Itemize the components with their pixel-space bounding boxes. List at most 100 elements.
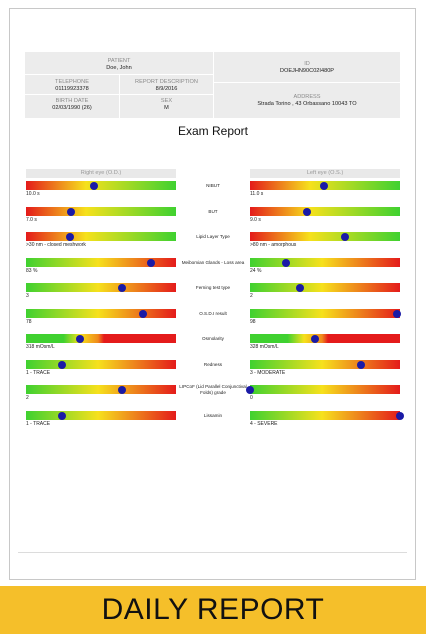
gauge-marker: [393, 309, 401, 318]
left-eye-value: 0: [250, 395, 253, 401]
left-eye-value: 24 %: [250, 268, 262, 274]
left-eye-gauge: [250, 309, 401, 318]
left-eye-value: 3 - MODERATE: [250, 370, 286, 376]
right-eye-value: 10.0 s: [26, 191, 40, 197]
exam-row-label: Meibomian Glands - Loss area: [181, 260, 245, 265]
exam-row-label: Lissamin: [203, 413, 223, 418]
right-eye-gauge: [26, 232, 176, 241]
left-eye-value: 98: [250, 319, 256, 325]
sex-cell: SEX M: [120, 98, 213, 112]
info-divider: [25, 74, 213, 75]
footer-divider: [18, 552, 407, 553]
right-eye-gauge: [26, 411, 176, 420]
gauge-marker: [89, 181, 98, 190]
right-eye-value: 83 %: [26, 268, 38, 274]
gauge-marker: [139, 309, 147, 318]
gauge-marker: [58, 411, 66, 420]
left-eye-gauge: [250, 258, 400, 267]
right-eye-header: Right eye (O.D.): [26, 169, 176, 178]
birth-date-cell: BIRTH DATE 02/03/1990 (26): [25, 98, 119, 112]
telephone-value: 01119923378: [55, 86, 89, 92]
right-eye-value: 78: [26, 319, 32, 325]
report-description-label: REPORT DESCRIPTION: [135, 79, 198, 85]
left-eye-value: >80 nm - amorphous: [250, 242, 297, 248]
exam-row-label: O.S.D.I result: [199, 311, 227, 316]
right-eye-value: 2: [26, 395, 29, 401]
gauge-marker: [303, 207, 311, 216]
exam-row-label: Lipid Layer Type: [196, 234, 230, 239]
info-divider: [25, 94, 213, 95]
left-eye-value: 328 mOsm/L: [250, 344, 279, 350]
gauge-marker: [118, 283, 126, 292]
right-eye-gauge: [26, 181, 176, 190]
right-eye-value: 1 - TRACE: [26, 421, 51, 427]
left-eye-gauge: [250, 207, 400, 216]
gauge-marker: [146, 258, 155, 267]
exam-row-label: BUT: [208, 209, 218, 214]
right-eye-gauge: [26, 385, 176, 394]
gauge-marker: [357, 360, 365, 369]
gauge-marker: [246, 385, 254, 394]
id-value: DOEJHN90C02I480P: [279, 68, 335, 74]
gauge-marker: [396, 411, 404, 420]
id-cell: ID DOEJHN90C02I480P: [214, 61, 400, 75]
address-label: ADDRESS: [293, 94, 321, 100]
left-eye-gauge: [250, 334, 400, 343]
gauge-marker: [282, 258, 290, 267]
right-eye-value: 7.0 s: [26, 217, 37, 223]
patient-cell: PATIENT Doe, John: [25, 58, 213, 72]
left-eye-gauge: [250, 232, 400, 241]
left-eye-value: 11.0 s: [250, 191, 264, 197]
gauge-marker: [67, 207, 75, 216]
exam-row-label: Osmolarity: [202, 336, 224, 341]
patient-name: Doe, John: [106, 65, 132, 71]
gauge-marker: [340, 232, 349, 241]
exam-row-label: NIBUT: [206, 183, 220, 188]
left-eye-gauge: [250, 411, 404, 420]
info-divider: [119, 74, 120, 118]
exam-row-label: Ferning test type: [195, 285, 231, 290]
exam-row-label: LIPCoF (Lid Parallel Conjunctival Folds)…: [179, 384, 247, 395]
left-eye-header: Left eye (O.S.): [250, 169, 400, 178]
gauge-marker: [295, 283, 304, 292]
right-eye-value: 318 mOsm/L: [26, 344, 55, 350]
right-eye-gauge: [26, 334, 176, 343]
right-eye-gauge: [26, 309, 176, 318]
left-eye-gauge: [246, 385, 400, 394]
left-eye-value: 4 - SEVERE: [250, 421, 278, 427]
telephone-label: TELEPHONE: [55, 79, 89, 85]
birth-date-label: BIRTH DATE: [55, 98, 89, 104]
right-eye-gauge: [26, 258, 176, 267]
id-label: ID: [304, 61, 310, 67]
gauge-marker: [76, 334, 84, 343]
left-eye-gauge: [250, 181, 400, 190]
gauge-marker: [65, 232, 74, 241]
daily-report-banner: DAILY REPORT: [0, 586, 426, 634]
info-divider: [213, 52, 214, 118]
gauge-marker: [118, 385, 126, 394]
left-eye-value: 9.0 s: [250, 217, 261, 223]
left-eye-value: 2: [250, 293, 253, 299]
report-description-value: 8/9/2016: [155, 86, 178, 92]
gauge-marker: [310, 334, 319, 343]
right-eye-value: 1 - TRACE: [26, 370, 51, 376]
report-description-cell: REPORT DESCRIPTION 8/9/2016: [120, 79, 213, 93]
right-eye-gauge: [26, 207, 176, 216]
info-divider: [214, 82, 400, 83]
sex-value: M: [164, 105, 169, 111]
report-title: Exam Report: [177, 124, 249, 138]
right-eye-gauge: [26, 283, 176, 292]
gauge-marker: [58, 360, 66, 369]
banner-title: DAILY REPORT: [101, 593, 325, 626]
patient-info-panel: PATIENT Doe, John ID DOEJHN90C02I480P TE…: [25, 52, 400, 118]
birth-date-value: 02/03/1990 (26): [52, 105, 92, 111]
exam-row-label: Redness: [203, 362, 223, 367]
left-eye-gauge: [250, 283, 400, 292]
address-value: Strada Torino , 43 Orbassano 10043 TO: [257, 101, 357, 107]
address-cell: ADDRESS Strada Torino , 43 Orbassano 100…: [214, 94, 400, 108]
patient-label: PATIENT: [107, 58, 131, 64]
left-eye-gauge: [250, 360, 400, 369]
sex-label: SEX: [160, 98, 173, 104]
right-eye-value: >30 nm - closed meshwork: [26, 242, 86, 248]
right-eye-gauge: [26, 360, 176, 369]
